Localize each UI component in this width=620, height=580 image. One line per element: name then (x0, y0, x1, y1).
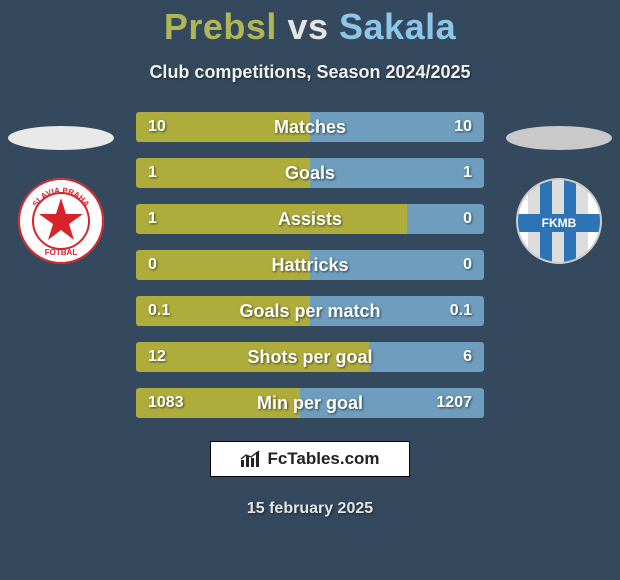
attribution-box[interactable]: FcTables.com (210, 441, 410, 477)
stat-row: 11Goals (136, 158, 484, 188)
svg-text:FKMB: FKMB (542, 216, 577, 230)
player2-name: Sakala (339, 6, 456, 47)
flag-left-icon (8, 126, 114, 150)
club-crest-left: SLAVIA PRAHA FOTBAL (18, 178, 104, 264)
stat-bars: 1010Matches 11Goals 10Assists 00Hattricks 0.… (136, 112, 484, 434)
stat-row: 126Shots per goal (136, 342, 484, 372)
bar-chart-icon (240, 450, 262, 468)
flag-right-icon (506, 126, 612, 150)
stat-label: Hattricks (136, 250, 484, 280)
comparison-title: Prebsl vs Sakala (0, 0, 620, 48)
stat-row: 0.10.1Goals per match (136, 296, 484, 326)
stat-label: Matches (136, 112, 484, 142)
stat-label: Goals per match (136, 296, 484, 326)
season-subtitle: Club competitions, Season 2024/2025 (0, 62, 620, 83)
attribution-text: FcTables.com (267, 449, 379, 469)
stat-label: Assists (136, 204, 484, 234)
club-crest-right: FKMB (516, 178, 602, 264)
stat-label: Min per goal (136, 388, 484, 418)
stat-row: 00Hattricks (136, 250, 484, 280)
vs-separator: vs (287, 6, 328, 47)
player1-name: Prebsl (164, 6, 277, 47)
snapshot-date: 15 february 2025 (0, 500, 620, 518)
stat-label: Goals (136, 158, 484, 188)
stat-label: Shots per goal (136, 342, 484, 372)
stat-row: 10831207Min per goal (136, 388, 484, 418)
svg-text:FOTBAL: FOTBAL (45, 248, 78, 257)
stat-row: 1010Matches (136, 112, 484, 142)
stat-row: 10Assists (136, 204, 484, 234)
